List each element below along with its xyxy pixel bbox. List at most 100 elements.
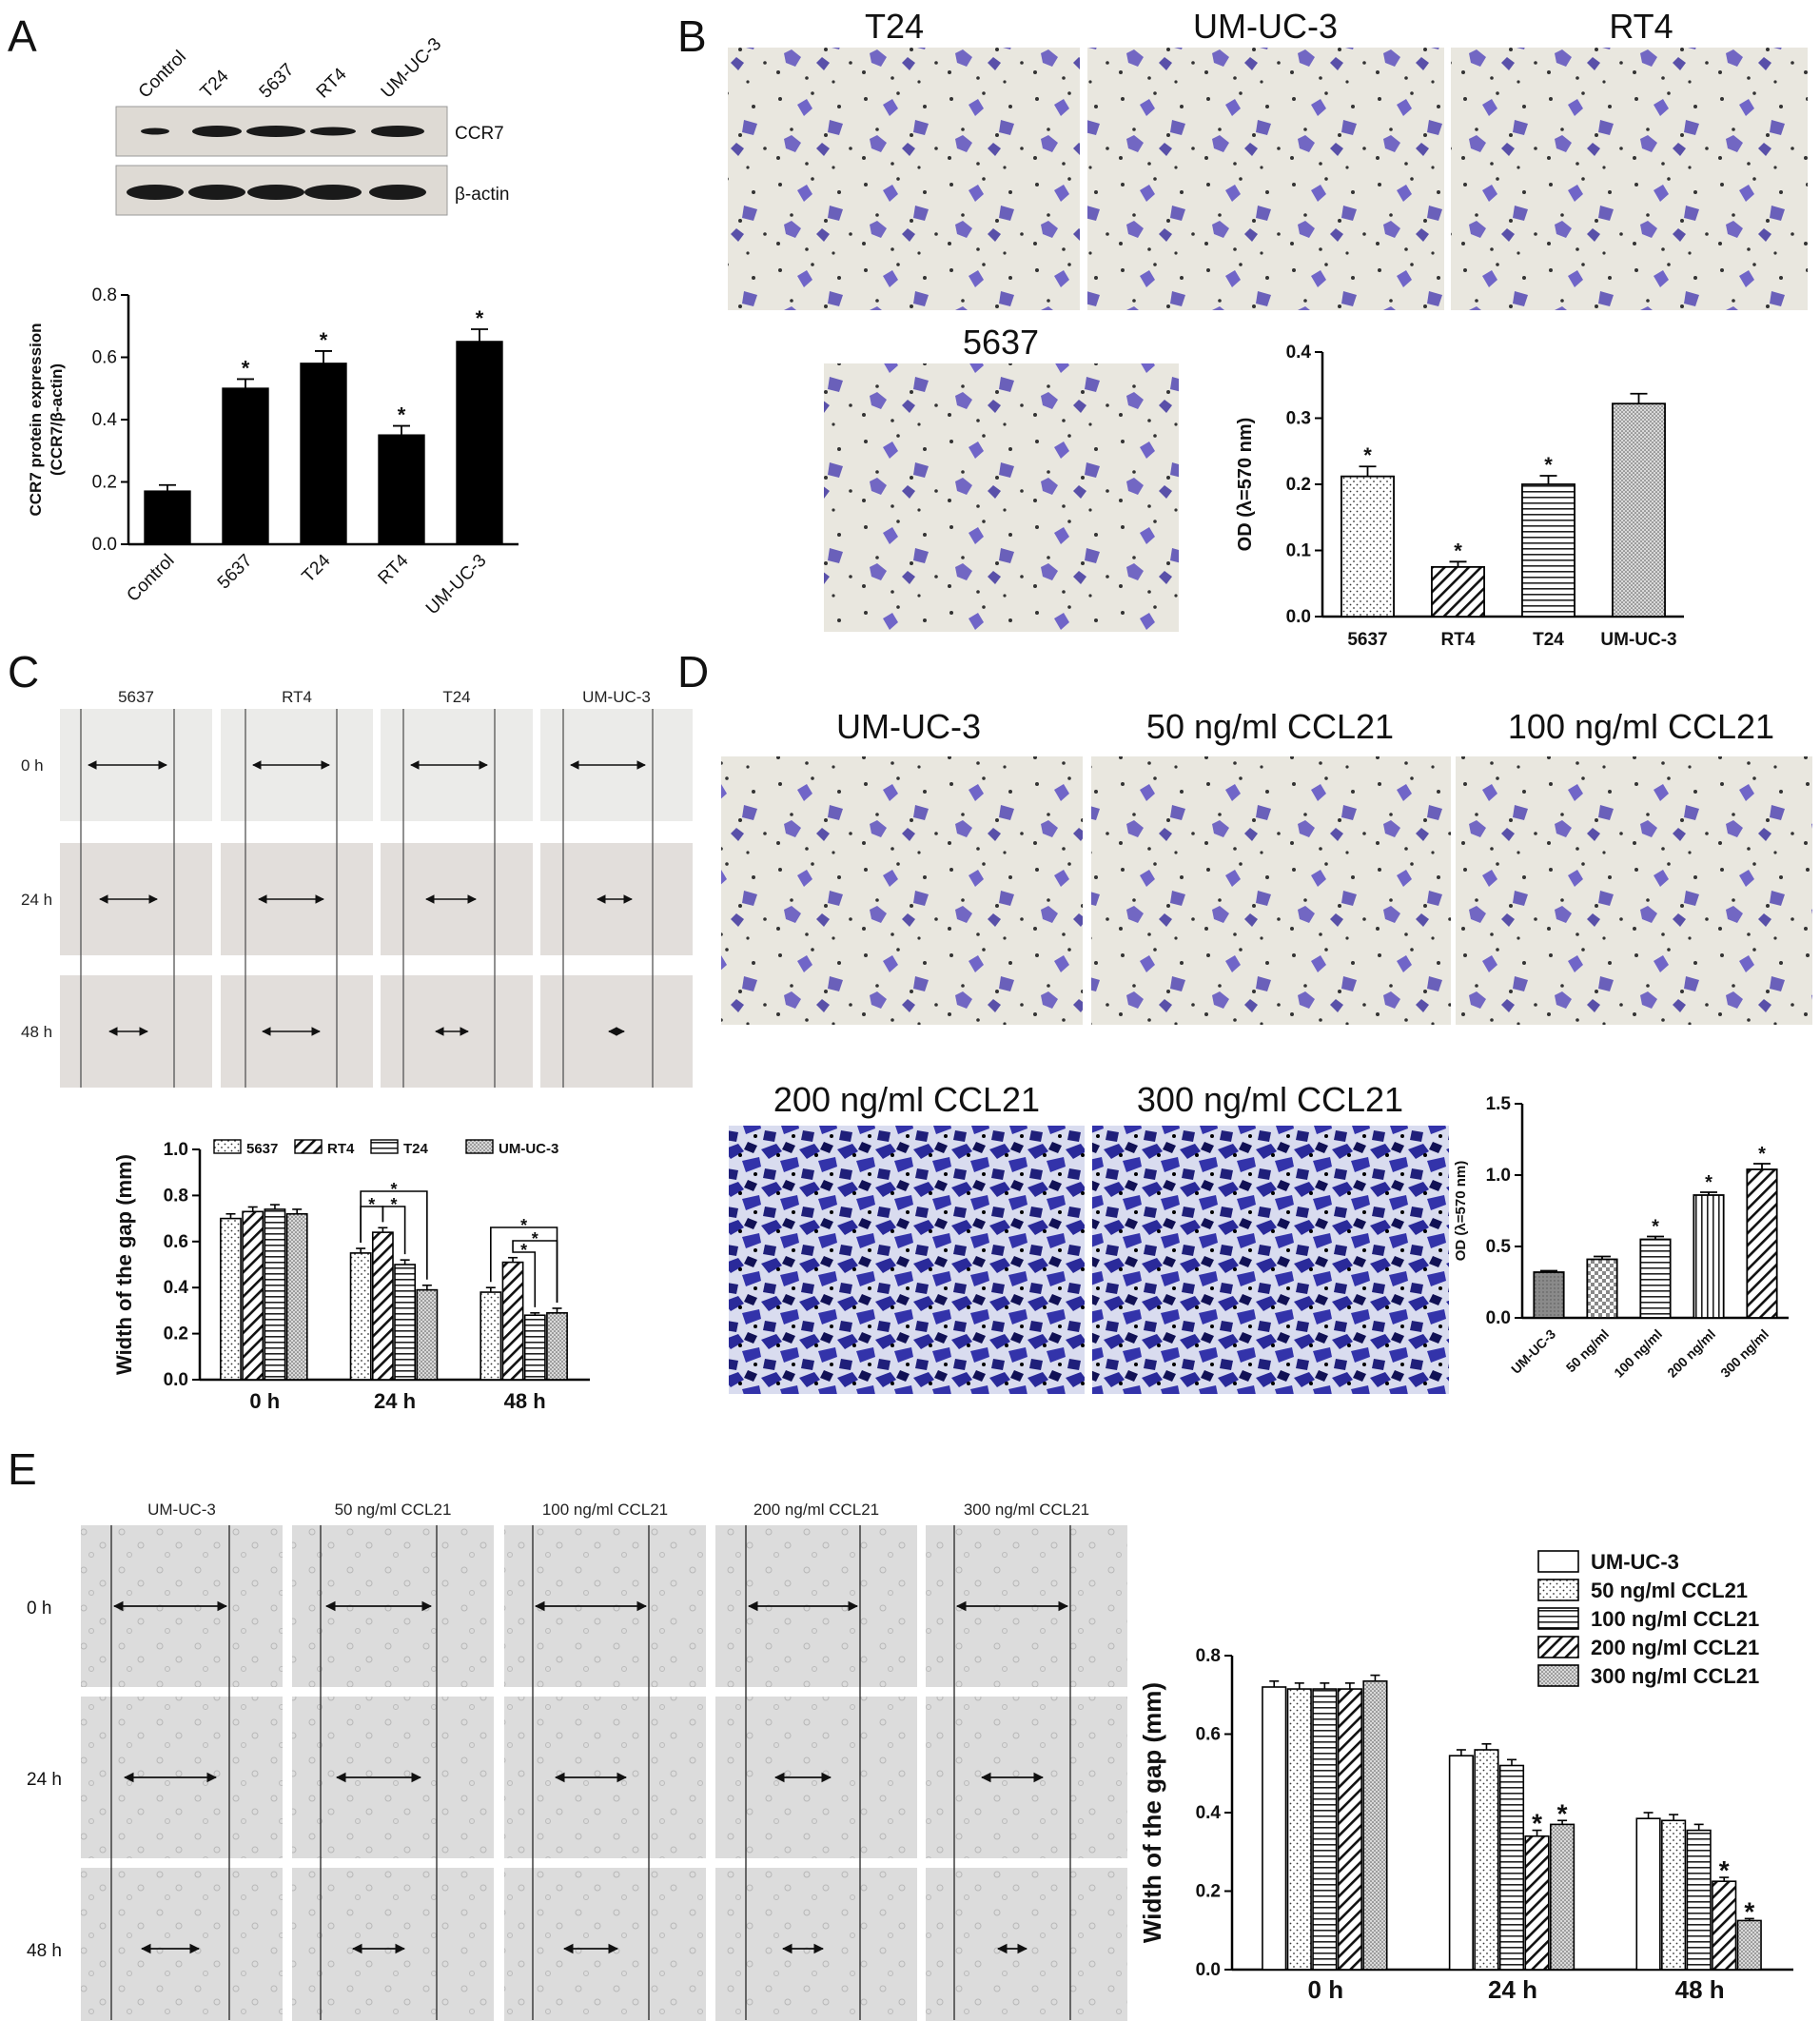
row-label: 48 h bbox=[27, 1941, 62, 1961]
bar bbox=[546, 1312, 568, 1381]
y-tick-label: 0.2 bbox=[1196, 1882, 1221, 1902]
bar bbox=[479, 1291, 502, 1381]
image-title: RT4 bbox=[1609, 7, 1673, 46]
micrograph bbox=[1456, 756, 1812, 1025]
panel-label-a: A bbox=[8, 11, 37, 61]
y-axis-label: Width of the gap (mm) bbox=[1138, 1682, 1166, 1943]
bar bbox=[394, 1264, 417, 1381]
image-title: 300 ng/ml CCL21 bbox=[1137, 1080, 1403, 1119]
bar bbox=[1693, 1194, 1725, 1319]
x-tick-label: RT4 bbox=[375, 550, 413, 588]
legend-swatch bbox=[294, 1139, 323, 1154]
row-label: 24 h bbox=[21, 891, 52, 909]
bar bbox=[1474, 1749, 1499, 1971]
x-tick-label: 5637 bbox=[214, 551, 257, 594]
panel-label-b: B bbox=[677, 11, 707, 61]
transwell-images-b: T24 UM-UC-3 RT4 5637 bbox=[728, 7, 1808, 632]
y-tick-label: 1.0 bbox=[1486, 1166, 1511, 1186]
x-tick-label: 48 h bbox=[1675, 1975, 1725, 2004]
western-blot: Control T24 5637 RT4 UM-UC-3 CCR7 β-actin bbox=[115, 34, 509, 216]
column-label: RT4 bbox=[282, 688, 312, 706]
y-axis-label: CCR7 protein expression bbox=[27, 323, 45, 516]
x-tick-label: T24 bbox=[1533, 630, 1564, 650]
bar bbox=[222, 387, 269, 545]
legend-label: 50 ng/ml CCL21 bbox=[1591, 1579, 1748, 1602]
bar bbox=[1286, 1688, 1312, 1971]
significance-star: * bbox=[520, 1216, 527, 1235]
bar bbox=[1498, 1764, 1525, 1971]
chart-b: 0.0 0.1 0.2 0.3 0.4 OD (λ=570 nm) * 5637 * RT4 * T2… bbox=[1235, 343, 1684, 650]
micrograph bbox=[729, 1126, 1085, 1394]
x-tick-label: 5637 bbox=[1347, 630, 1387, 650]
bar bbox=[416, 1288, 439, 1381]
y-tick-label: 0.0 bbox=[1196, 1960, 1221, 1980]
significance-bracket bbox=[490, 1226, 558, 1303]
x-tick-label: UM-UC-3 bbox=[422, 551, 491, 619]
y-tick-label: 0.0 bbox=[92, 535, 117, 555]
column-label: 300 ng/ml CCL21 bbox=[964, 1501, 1089, 1519]
column-label: 5637 bbox=[118, 688, 154, 706]
bar bbox=[1533, 1271, 1565, 1319]
x-tick-label: 48 h bbox=[504, 1389, 546, 1413]
significance-star: * bbox=[520, 1241, 527, 1260]
micrograph bbox=[1087, 48, 1444, 310]
lane-label: UM-UC-3 bbox=[378, 34, 446, 103]
y-tick-label: 0.8 bbox=[1196, 1646, 1221, 1666]
bar bbox=[371, 1231, 394, 1381]
legend-swatch bbox=[213, 1139, 242, 1154]
y-tick-label: 0.8 bbox=[92, 285, 117, 305]
column-label: 200 ng/ml CCL21 bbox=[753, 1501, 879, 1519]
bar bbox=[1612, 402, 1666, 618]
bar bbox=[1586, 1258, 1618, 1319]
blot-band bbox=[371, 126, 424, 137]
legend-swatch bbox=[1537, 1579, 1579, 1601]
x-tick-label: 50 ng/ml bbox=[1563, 1326, 1612, 1375]
y-tick-label: 0.3 bbox=[1286, 409, 1311, 429]
bar bbox=[1639, 1238, 1672, 1319]
x-tick-label: 200 ng/ml bbox=[1664, 1326, 1718, 1381]
blot-band bbox=[247, 185, 304, 200]
bar bbox=[1712, 1880, 1737, 1971]
column-label: UM-UC-3 bbox=[147, 1501, 216, 1519]
legend-swatch bbox=[1537, 1636, 1579, 1658]
x-tick-label: 0 h bbox=[1308, 1975, 1344, 2004]
bar bbox=[1521, 483, 1575, 618]
bar bbox=[220, 1217, 242, 1381]
x-tick-label: 0 h bbox=[249, 1389, 280, 1413]
significance-star: * bbox=[1557, 1798, 1568, 1828]
y-tick-label: 0.4 bbox=[164, 1278, 189, 1298]
blot-band bbox=[304, 185, 362, 200]
significance-star: * bbox=[368, 1195, 375, 1214]
bar bbox=[1362, 1680, 1388, 1971]
bar bbox=[456, 341, 503, 545]
blot-band bbox=[141, 128, 169, 135]
y-tick-label: 0.2 bbox=[1286, 475, 1311, 495]
lane-label: 5637 bbox=[256, 60, 299, 103]
significance-star: * bbox=[1532, 1809, 1542, 1838]
image-title: UM-UC-3 bbox=[836, 707, 981, 746]
significance-star: * bbox=[532, 1229, 538, 1248]
significance-bracket bbox=[512, 1251, 537, 1307]
y-axis-label: Width of the gap (mm) bbox=[112, 1154, 136, 1375]
y-tick-label: 0.8 bbox=[164, 1186, 188, 1206]
lane-label: RT4 bbox=[313, 64, 351, 102]
x-tick-label: UM-UC-3 bbox=[1508, 1326, 1558, 1377]
significance-star: * bbox=[1454, 539, 1462, 562]
panel-label-c: C bbox=[8, 647, 39, 697]
bar bbox=[264, 1208, 286, 1381]
y-tick-label: 0.2 bbox=[92, 473, 117, 493]
y-tick-label: 0.6 bbox=[164, 1232, 188, 1252]
chart-a: 0.0 0.2 0.4 0.6 0.8 CCR7 protein expression (C… bbox=[27, 285, 519, 618]
wound-image bbox=[504, 1868, 706, 2021]
column-label: 100 ng/ml CCL21 bbox=[542, 1501, 668, 1519]
image-title: 200 ng/ml CCL21 bbox=[773, 1080, 1040, 1119]
x-tick-label: 24 h bbox=[374, 1389, 416, 1413]
row-label: 0 h bbox=[21, 756, 44, 775]
bar bbox=[1341, 475, 1395, 618]
significance-star: * bbox=[1652, 1217, 1659, 1238]
y-tick-label: 0.4 bbox=[1286, 343, 1312, 363]
legend-label: RT4 bbox=[327, 1141, 355, 1157]
significance-star: * bbox=[1705, 1172, 1712, 1193]
significance-star: * bbox=[1363, 443, 1372, 467]
image-title: 50 ng/ml CCL21 bbox=[1146, 707, 1394, 746]
